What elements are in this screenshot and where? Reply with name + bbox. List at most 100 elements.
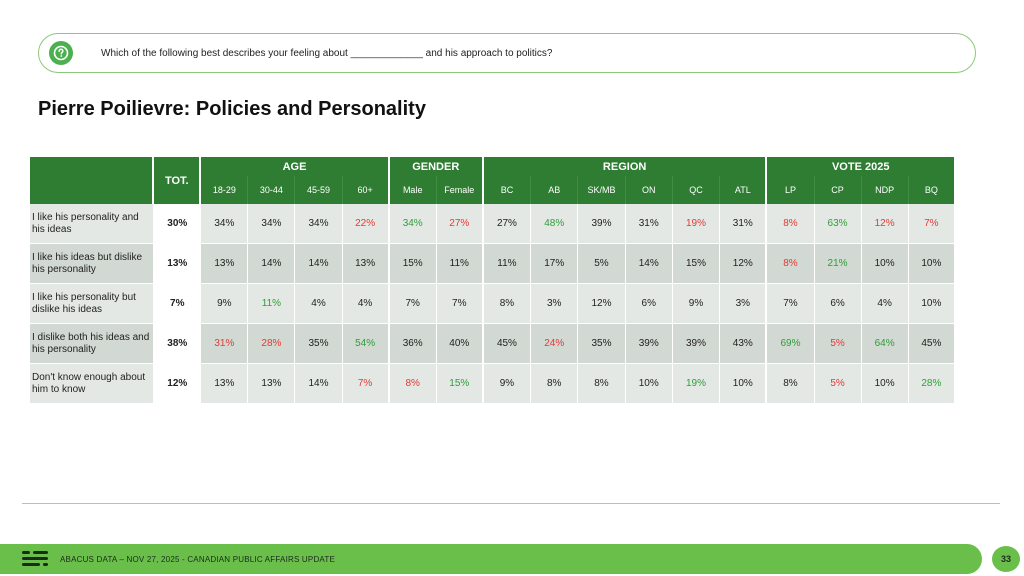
- table-cell: 3%: [720, 284, 768, 324]
- table-cell: 34%: [248, 204, 296, 244]
- table-cell: 5%: [578, 244, 626, 284]
- table-cell: 15%: [389, 244, 437, 284]
- header-tot: TOT.: [154, 157, 202, 204]
- table-cell: 45%: [483, 324, 532, 364]
- table-cell: 69%: [767, 324, 815, 364]
- table-cell: 10%: [908, 244, 956, 284]
- table-cell: 19%: [672, 364, 721, 404]
- column-header: Male: [389, 176, 437, 204]
- column-header: AB: [531, 176, 579, 204]
- table-cell: 24%: [531, 324, 579, 364]
- table-cell: 9%: [672, 284, 721, 324]
- table-cell: 11%: [248, 284, 296, 324]
- table-cell: 27%: [483, 204, 532, 244]
- total-cell: 30%: [154, 204, 202, 244]
- table-row: I dislike both his ideas and his persona…: [30, 324, 956, 364]
- group-header-age: AGE: [201, 157, 390, 176]
- table-cell: 12%: [861, 204, 909, 244]
- table-cell: 5%: [814, 364, 862, 404]
- table-cell: 39%: [625, 324, 673, 364]
- table-row: I like his ideas but dislike his persona…: [30, 244, 956, 284]
- column-header: QC: [672, 176, 721, 204]
- row-label: I dislike both his ideas and his persona…: [30, 324, 155, 364]
- table-cell: 6%: [625, 284, 673, 324]
- table-cell: 15%: [672, 244, 721, 284]
- column-header: 30-44: [248, 176, 296, 204]
- page-title: Pierre Poilievre: Policies and Personali…: [38, 98, 426, 120]
- table-cell: 39%: [672, 324, 721, 364]
- table-cell: 39%: [578, 204, 626, 244]
- abacus-logo-icon: [22, 550, 48, 568]
- group-header-vote-2025: VOTE 2025: [767, 157, 956, 176]
- total-cell: 7%: [154, 284, 202, 324]
- table-cell: 45%: [908, 324, 956, 364]
- table-cell: 10%: [908, 284, 956, 324]
- table-cell: 12%: [578, 284, 626, 324]
- footer-text: ABACUS DATA – NOV 27, 2025 - CANADIAN PU…: [60, 554, 335, 564]
- table-cell: 9%: [201, 284, 249, 324]
- table-cell: 3%: [531, 284, 579, 324]
- table-row: Don't know enough about him to know 12% 13…: [30, 364, 956, 404]
- table-cell: 15%: [436, 364, 484, 404]
- table-cell: 35%: [578, 324, 626, 364]
- table-cell: 34%: [201, 204, 249, 244]
- table-cell: 7%: [436, 284, 484, 324]
- table-row: I like his personality but dislike his i…: [30, 284, 956, 324]
- table-cell: 54%: [342, 324, 390, 364]
- table-cell: 11%: [436, 244, 484, 284]
- table-cell: 27%: [436, 204, 484, 244]
- column-header: NDP: [861, 176, 909, 204]
- table-cell: 22%: [342, 204, 390, 244]
- table-cell: 40%: [436, 324, 484, 364]
- table-cell: 28%: [908, 364, 956, 404]
- table-cell: 10%: [861, 364, 909, 404]
- table-cell: 8%: [389, 364, 437, 404]
- table-cell: 13%: [201, 244, 249, 284]
- column-header: BC: [483, 176, 532, 204]
- table-cell: 7%: [389, 284, 437, 324]
- table-cell: 31%: [201, 324, 249, 364]
- table-cell: 10%: [720, 364, 768, 404]
- footer-bar: ABACUS DATA – NOV 27, 2025 - CANADIAN PU…: [0, 544, 982, 574]
- table-cell: 10%: [861, 244, 909, 284]
- table-cell: 34%: [389, 204, 437, 244]
- question-icon: [49, 41, 73, 65]
- table-cell: 35%: [295, 324, 343, 364]
- table-cell: 14%: [248, 244, 296, 284]
- table-cell: 14%: [295, 244, 343, 284]
- header-blank: [30, 157, 155, 204]
- row-label: I like his personality and his ideas: [30, 204, 155, 244]
- results-table: TOT. AGE GENDER REGION VOTE 2025 18-29 30-44 45…: [30, 157, 956, 404]
- table-cell: 31%: [720, 204, 768, 244]
- table-cell: 34%: [295, 204, 343, 244]
- table-cell: 8%: [531, 364, 579, 404]
- table-cell: 43%: [720, 324, 768, 364]
- table-cell: 19%: [672, 204, 721, 244]
- table-cell: 8%: [767, 364, 815, 404]
- group-header-region: REGION: [483, 157, 768, 176]
- table-cell: 14%: [625, 244, 673, 284]
- table-cell: 11%: [483, 244, 532, 284]
- table-cell: 7%: [342, 364, 390, 404]
- column-header: ATL: [720, 176, 768, 204]
- table-cell: 6%: [814, 284, 862, 324]
- table-cell: 48%: [531, 204, 579, 244]
- table-cell: 8%: [767, 244, 815, 284]
- table-cell: 13%: [248, 364, 296, 404]
- column-header: CP: [814, 176, 862, 204]
- total-cell: 12%: [154, 364, 202, 404]
- table-cell: 10%: [625, 364, 673, 404]
- table-cell: 9%: [483, 364, 532, 404]
- column-header: 45-59: [295, 176, 343, 204]
- column-header: BQ: [908, 176, 956, 204]
- column-header: Female: [436, 176, 484, 204]
- column-header: ON: [625, 176, 673, 204]
- table-cell: 5%: [814, 324, 862, 364]
- column-header: 18-29: [201, 176, 249, 204]
- column-header: LP: [767, 176, 815, 204]
- table-cell: 21%: [814, 244, 862, 284]
- table-cell: 12%: [720, 244, 768, 284]
- question-box: Which of the following best describes yo…: [38, 33, 976, 73]
- table-row: I like his personality and his ideas 30% 3…: [30, 204, 956, 244]
- table-cell: 13%: [342, 244, 390, 284]
